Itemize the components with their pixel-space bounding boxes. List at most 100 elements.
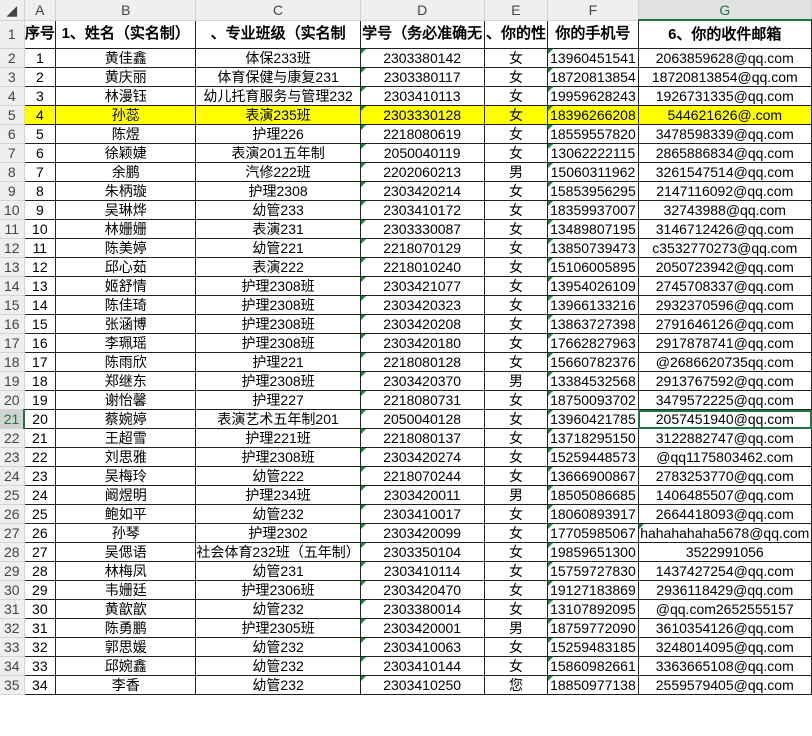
row-number[interactable]: 13 bbox=[0, 257, 25, 277]
cell-C8[interactable]: 汽修222班 bbox=[195, 162, 361, 182]
cell-A21[interactable]: 20 bbox=[23, 409, 57, 429]
cell-E19[interactable]: 男 bbox=[483, 371, 549, 391]
cell-B2[interactable]: 黄佳鑫 bbox=[55, 48, 197, 68]
cell-E13[interactable]: 女 bbox=[483, 257, 549, 277]
row-number[interactable]: 20 bbox=[0, 390, 25, 410]
cell-C28[interactable]: 社会体育232班（五年制） bbox=[195, 542, 361, 562]
cell-A10[interactable]: 9 bbox=[23, 200, 57, 220]
cell-D17[interactable]: 2303420180 bbox=[359, 333, 485, 353]
cell-A34[interactable]: 33 bbox=[23, 656, 57, 676]
cell-E6[interactable]: 女 bbox=[483, 124, 549, 144]
cell-F16[interactable]: 13863727398 bbox=[547, 314, 639, 334]
column-header-B[interactable]: B bbox=[55, 0, 197, 21]
cell-D32[interactable]: 2303420001 bbox=[359, 618, 485, 638]
cell-B12[interactable]: 陈美婷 bbox=[55, 238, 197, 258]
cell-A31[interactable]: 30 bbox=[23, 599, 57, 619]
cell-B23[interactable]: 刘思雅 bbox=[55, 447, 197, 467]
cell-E25[interactable]: 男 bbox=[483, 485, 549, 505]
cell-B7[interactable]: 徐颖婕 bbox=[55, 143, 197, 163]
column-header-A[interactable]: A bbox=[24, 0, 57, 21]
row-number[interactable]: 18 bbox=[0, 352, 25, 372]
cell-D15[interactable]: 2303420323 bbox=[359, 295, 485, 315]
row-number[interactable]: 2 bbox=[0, 48, 25, 68]
cell-A17[interactable]: 16 bbox=[23, 333, 57, 353]
cell-C16[interactable]: 护理2308班 bbox=[195, 314, 361, 334]
row-number[interactable]: 30 bbox=[0, 580, 25, 600]
cell-D6[interactable]: 2218080619 bbox=[359, 124, 485, 144]
cell-E14[interactable]: 女 bbox=[483, 276, 549, 296]
cell-E15[interactable]: 女 bbox=[483, 295, 549, 315]
row-number[interactable]: 8 bbox=[0, 162, 25, 182]
cell-C6[interactable]: 护理226 bbox=[195, 124, 361, 144]
cell-E35[interactable]: 您 bbox=[483, 675, 549, 695]
cell-F14[interactable]: 13954026109 bbox=[547, 276, 639, 296]
cell-B27[interactable]: 孙琴 bbox=[55, 523, 197, 543]
cell-A16[interactable]: 15 bbox=[23, 314, 57, 334]
cell-C29[interactable]: 幼管231 bbox=[195, 561, 361, 581]
cell-G23[interactable]: @qq1175803462.com bbox=[637, 447, 812, 467]
cell-G9[interactable]: 2147116092@qq.com bbox=[637, 181, 812, 201]
cell-D31[interactable]: 2303380014 bbox=[359, 599, 485, 619]
cell-G26[interactable]: 2664418093@qq.com bbox=[637, 504, 812, 524]
cell-F15[interactable]: 13966133216 bbox=[547, 295, 639, 315]
cell-A8[interactable]: 7 bbox=[23, 162, 57, 182]
cell-D25[interactable]: 2303420011 bbox=[359, 485, 485, 505]
cell-G28[interactable]: 3522991056 bbox=[637, 542, 812, 562]
cell-G29[interactable]: 1437427254@qq.com bbox=[637, 561, 812, 581]
row-number[interactable]: 3 bbox=[0, 67, 25, 87]
row-number[interactable]: 27 bbox=[0, 523, 25, 543]
cell-G19[interactable]: 2913767592@qq.com bbox=[637, 371, 812, 391]
cell-C15[interactable]: 护理2308班 bbox=[195, 295, 361, 315]
cell-A30[interactable]: 29 bbox=[23, 580, 57, 600]
row-number[interactable]: 17 bbox=[0, 333, 25, 353]
row-number[interactable]: 32 bbox=[0, 618, 25, 638]
cell-A4[interactable]: 3 bbox=[23, 86, 57, 106]
cell-C32[interactable]: 护理2305班 bbox=[195, 618, 361, 638]
cell-C20[interactable]: 护理227 bbox=[195, 390, 361, 410]
cell-G20[interactable]: 3479572225@qq.com bbox=[637, 390, 812, 410]
cell-D12[interactable]: 2218070129 bbox=[359, 238, 485, 258]
cell-B8[interactable]: 余鹏 bbox=[55, 162, 197, 182]
cell-E23[interactable]: 女 bbox=[483, 447, 549, 467]
cell-B20[interactable]: 谢怡馨 bbox=[55, 390, 197, 410]
row-number[interactable]: 5 bbox=[0, 105, 25, 125]
row-number[interactable]: 11 bbox=[0, 219, 25, 239]
row-number[interactable]: 31 bbox=[0, 599, 25, 619]
cell-B35[interactable]: 李香 bbox=[55, 675, 197, 695]
cell-B15[interactable]: 陈佳琦 bbox=[55, 295, 197, 315]
cell-B13[interactable]: 邱心茹 bbox=[55, 257, 197, 277]
cell-G35[interactable]: 2559579405@qq.com bbox=[637, 675, 812, 695]
cell-C24[interactable]: 幼管222 bbox=[195, 466, 361, 486]
cell-A18[interactable]: 17 bbox=[23, 352, 57, 372]
cell-F3[interactable]: 18720813854 bbox=[547, 67, 639, 87]
cell-D2[interactable]: 2303380142 bbox=[359, 48, 485, 68]
cell-C19[interactable]: 护理2308班 bbox=[195, 371, 361, 391]
cell-G1[interactable]: 6、你的收件邮箱 bbox=[637, 19, 812, 49]
cell-G31[interactable]: @qq.com2652555157 bbox=[637, 599, 812, 619]
cell-F23[interactable]: 15259448573 bbox=[547, 447, 639, 467]
cell-C30[interactable]: 护理2306班 bbox=[195, 580, 361, 600]
cell-C21[interactable]: 表演艺术五年制201 bbox=[195, 409, 361, 429]
cell-E21[interactable]: 女 bbox=[483, 409, 549, 429]
cell-E8[interactable]: 男 bbox=[483, 162, 549, 182]
cell-D24[interactable]: 2218070244 bbox=[359, 466, 485, 486]
cell-C9[interactable]: 护理2308 bbox=[195, 181, 361, 201]
cell-E26[interactable]: 女 bbox=[483, 504, 549, 524]
cell-B17[interactable]: 李珮瑶 bbox=[55, 333, 197, 353]
cell-C5[interactable]: 表演235班 bbox=[195, 105, 361, 125]
cell-E1[interactable]: 、你的性 bbox=[483, 19, 549, 49]
cell-G3[interactable]: 18720813854@qq.com bbox=[637, 67, 812, 87]
column-header-G[interactable]: G bbox=[638, 0, 812, 21]
cell-A11[interactable]: 10 bbox=[23, 219, 57, 239]
row-number[interactable]: 25 bbox=[0, 485, 25, 505]
cell-B18[interactable]: 陈雨欣 bbox=[55, 352, 197, 372]
row-number[interactable]: 33 bbox=[0, 637, 25, 657]
cell-E20[interactable]: 女 bbox=[483, 390, 549, 410]
cell-A25[interactable]: 24 bbox=[23, 485, 57, 505]
cell-B32[interactable]: 陈勇鹏 bbox=[55, 618, 197, 638]
cell-A15[interactable]: 14 bbox=[23, 295, 57, 315]
cell-A9[interactable]: 8 bbox=[23, 181, 57, 201]
cell-A19[interactable]: 18 bbox=[23, 371, 57, 391]
cell-C35[interactable]: 幼管232 bbox=[195, 675, 361, 695]
row-number[interactable]: 14 bbox=[0, 276, 25, 296]
